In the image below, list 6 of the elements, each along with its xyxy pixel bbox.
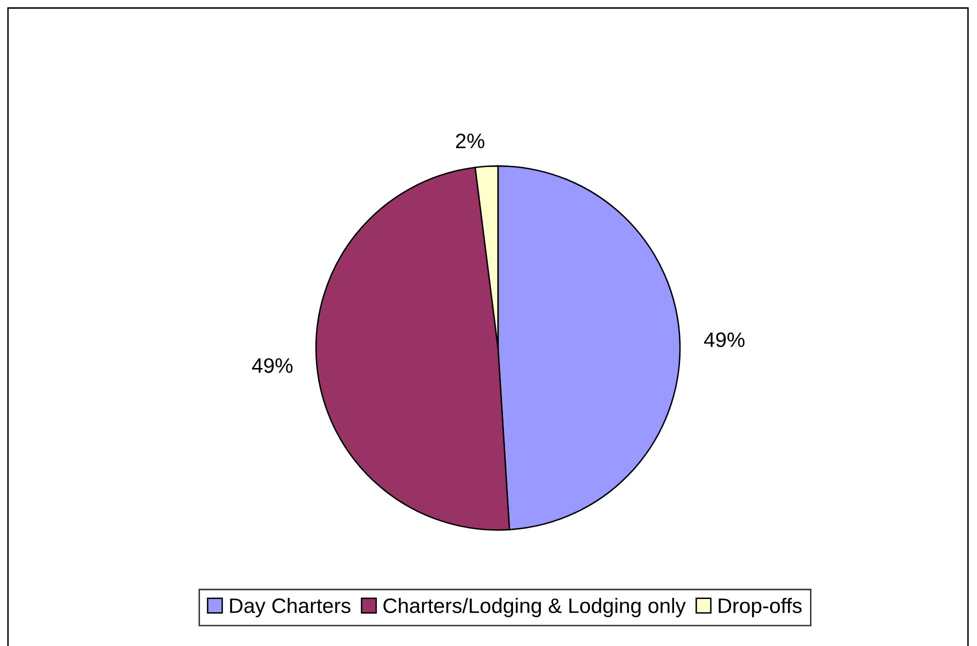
legend-label: Charters/Lodging & Lodging only [383, 598, 686, 618]
data-label: 2% [456, 134, 484, 148]
data-label: 49% [252, 358, 293, 373]
data-label: 49% [704, 332, 745, 348]
legend-label: Day Charters [230, 598, 350, 618]
legend-label: Drop-offs [718, 598, 802, 618]
